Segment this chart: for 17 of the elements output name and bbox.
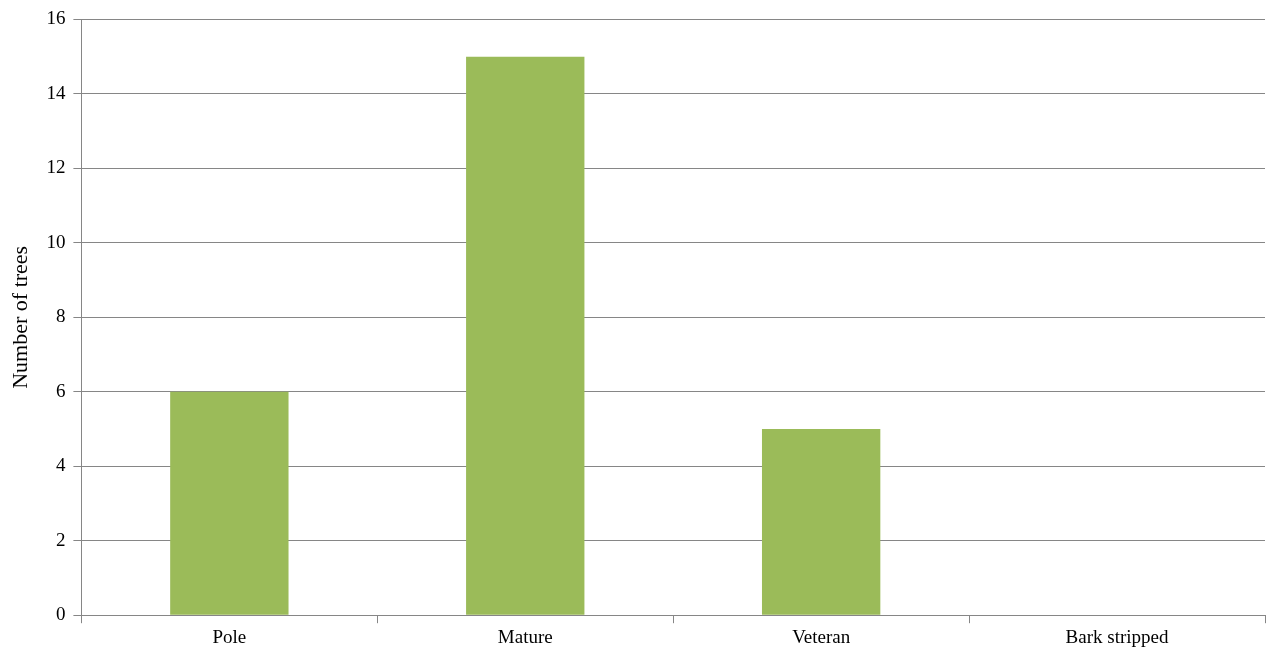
x-tick-label: Bark stripped <box>1065 625 1169 647</box>
bar <box>466 56 585 615</box>
y-tick-label: 0 <box>55 603 66 625</box>
y-tick-label: 8 <box>55 305 66 327</box>
y-tick-label: 6 <box>55 379 66 401</box>
x-tick-label: Mature <box>497 625 553 647</box>
y-tick-label: 14 <box>46 81 66 103</box>
y-tick-label: 16 <box>46 7 66 29</box>
x-tick-label: Veteran <box>792 625 851 647</box>
y-tick-label: 2 <box>55 528 66 550</box>
y-tick-label: 4 <box>55 454 66 476</box>
y-axis-title: Number of trees <box>6 245 32 389</box>
bar <box>170 391 289 615</box>
y-tick-label: 12 <box>46 156 66 178</box>
x-tick-label: Pole <box>212 625 247 647</box>
bar <box>761 429 881 615</box>
y-tick-label: 10 <box>46 230 66 252</box>
